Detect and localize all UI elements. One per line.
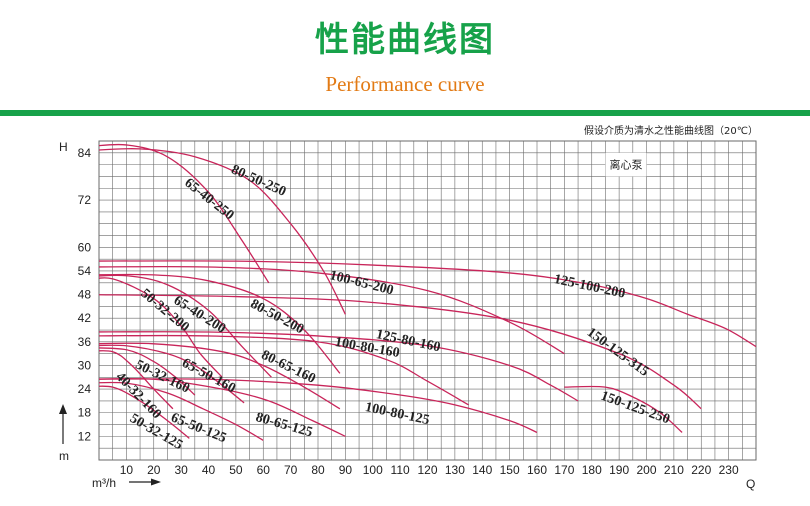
x-axis-unit: m³/h bbox=[92, 476, 116, 490]
curve-100-80-125 bbox=[99, 378, 538, 434]
medium-note: 假设介质为清水之性能曲线图（20℃） bbox=[584, 126, 758, 137]
pump-type-label: 离心泵 bbox=[609, 158, 642, 172]
x-tick-label: 230 bbox=[719, 463, 739, 477]
x-tick-label: 160 bbox=[527, 463, 547, 477]
y-tick-label: 72 bbox=[78, 193, 92, 207]
y-tick-label: 42 bbox=[78, 311, 92, 325]
y-axis-unit: m bbox=[59, 449, 69, 463]
y-tick-label: 24 bbox=[78, 382, 92, 396]
chart-axes: 10 20 30 40 50 60 70 80 90 100 110 120 130 140 150 160 1… bbox=[59, 140, 755, 491]
page-subtitle: Performance curve bbox=[325, 72, 485, 96]
y-arrow-icon bbox=[59, 404, 67, 414]
curve-label: 100-65-200 bbox=[328, 268, 395, 298]
y-tick-label: 84 bbox=[78, 146, 92, 160]
x-tick-label: 180 bbox=[582, 463, 602, 477]
x-tick-label: 200 bbox=[636, 463, 656, 477]
curve-label: 80-50-250 bbox=[229, 162, 288, 199]
x-tick-label: 170 bbox=[554, 463, 574, 477]
y-tick-label: 54 bbox=[78, 264, 92, 278]
curve-150-125-315 bbox=[99, 294, 702, 410]
curve-150-125-250 bbox=[564, 385, 683, 433]
x-tick-label: 210 bbox=[664, 463, 684, 477]
curve-65-50-125 bbox=[99, 381, 264, 441]
x-tick-label: 60 bbox=[257, 463, 271, 477]
curve-80-50-200 bbox=[99, 273, 341, 374]
curve-label: 125-100-200 bbox=[553, 272, 627, 302]
x-tick-label: 90 bbox=[339, 463, 353, 477]
x-axis-label: Q bbox=[746, 477, 755, 491]
curve-100-65-200 bbox=[99, 265, 565, 355]
curve-40-32-160 bbox=[99, 350, 174, 410]
header-divider bbox=[0, 110, 810, 116]
x-tick-label: 50 bbox=[229, 463, 243, 477]
x-tick-label: 140 bbox=[472, 463, 492, 477]
x-tick-label: 150 bbox=[500, 463, 520, 477]
x-arrow-icon bbox=[151, 478, 161, 486]
x-tick-label: 20 bbox=[147, 463, 161, 477]
curve-label: 100-80-125 bbox=[364, 400, 431, 428]
y-tick-label: 18 bbox=[78, 406, 92, 420]
curve-125-100-200 bbox=[99, 260, 756, 348]
y-tick-label: 36 bbox=[78, 335, 92, 349]
x-tick-label: 40 bbox=[202, 463, 216, 477]
x-tick-label: 110 bbox=[391, 463, 410, 477]
pump-type-box bbox=[605, 152, 647, 177]
curve-100-80-160 bbox=[99, 334, 469, 406]
x-tick-label: 70 bbox=[284, 463, 298, 477]
curve-label: 150-125-315 bbox=[584, 325, 651, 380]
y-tick-label: 30 bbox=[78, 358, 92, 372]
page-title: 性能曲线图 bbox=[315, 20, 495, 60]
x-tick-label: 80 bbox=[311, 463, 325, 477]
y-axis-label: H bbox=[59, 140, 68, 154]
curve-80-65-160 bbox=[99, 342, 341, 410]
curve-125-80-160 bbox=[99, 331, 579, 402]
x-tick-label: 120 bbox=[417, 463, 437, 477]
chart-curves bbox=[99, 143, 756, 441]
curve-50-32-125 bbox=[99, 385, 190, 439]
curve-65-40-250 bbox=[99, 143, 270, 284]
x-tick-label: 100 bbox=[363, 463, 383, 477]
curve-80-65-125 bbox=[99, 377, 346, 437]
y-tick-label: 12 bbox=[78, 429, 92, 443]
curve-label: 150-125-250 bbox=[599, 389, 672, 428]
chart-grid bbox=[98, 140, 757, 461]
x-tick-label: 130 bbox=[445, 463, 465, 477]
curve-label: 65-40-250 bbox=[181, 176, 236, 224]
x-tick-label: 30 bbox=[174, 463, 188, 477]
y-tick-label: 48 bbox=[78, 288, 92, 302]
curve-80-50-250 bbox=[99, 148, 346, 315]
curve-65-50-160 bbox=[99, 344, 245, 404]
x-tick-label: 220 bbox=[691, 463, 711, 477]
x-tick-label: 190 bbox=[609, 463, 629, 477]
curve-50-32-200 bbox=[99, 277, 223, 378]
x-tick-label: 10 bbox=[120, 463, 134, 477]
y-tick-label: 60 bbox=[78, 240, 92, 254]
